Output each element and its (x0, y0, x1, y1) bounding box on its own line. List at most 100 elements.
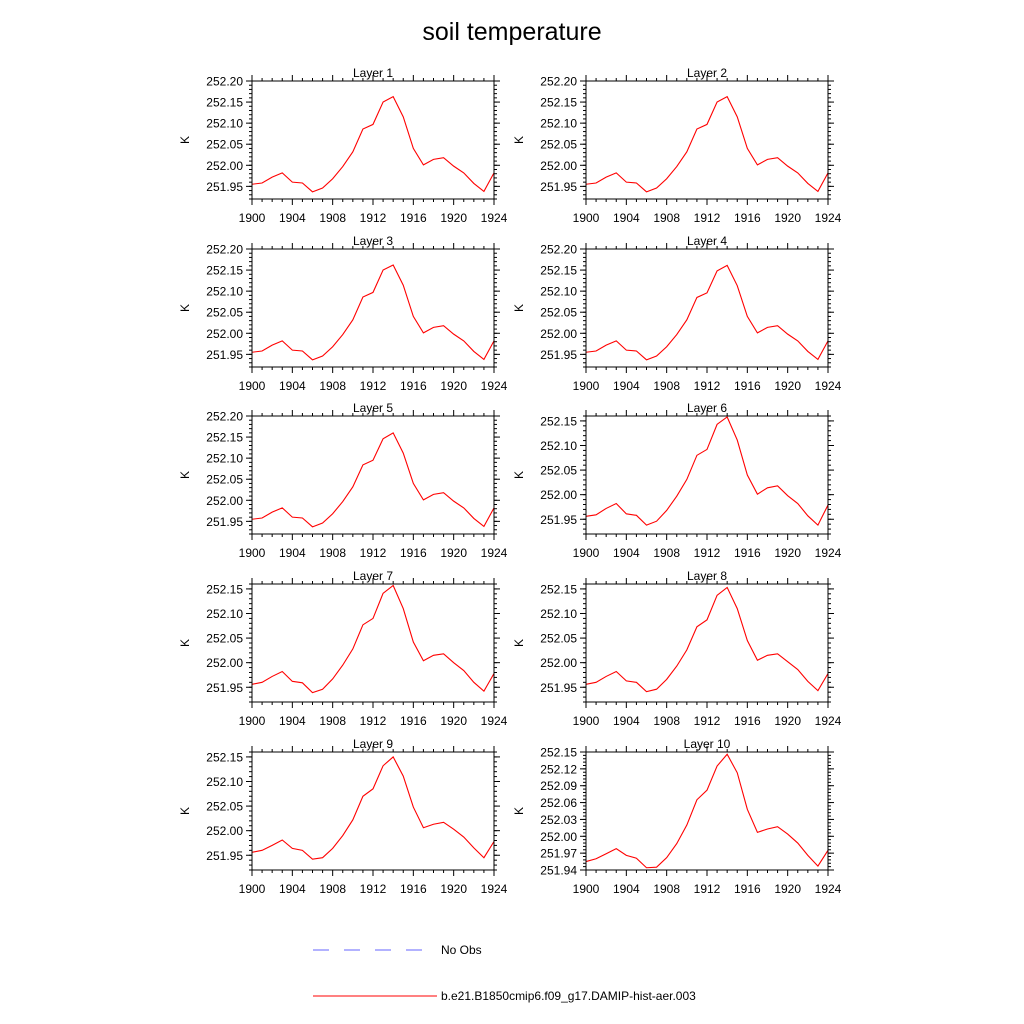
series-line (251, 264, 495, 361)
series-line (585, 95, 829, 193)
panel-title: Layer 3 (353, 234, 393, 248)
x-tick-label: 1924 (815, 211, 842, 225)
y-axis-label: K (178, 304, 192, 312)
x-tick-label: 1924 (481, 211, 508, 225)
plot-frame (585, 751, 829, 871)
x-tick-label: 1908 (319, 714, 346, 728)
x-tick-label: 1900 (239, 546, 266, 560)
y-tick-label: 252.00 (540, 830, 577, 844)
x-tick-label: 1904 (613, 211, 640, 225)
x-tick-label: 1920 (440, 882, 467, 896)
x-tick-label: 1924 (481, 546, 508, 560)
y-tick-label: 252.15 (206, 264, 243, 278)
y-tick-label: 252.09 (540, 779, 577, 793)
legend: No Obs b.e21.B1850cmip6.f09_g17.DAMIP-hi… (313, 943, 696, 1003)
panel-10: Layer 10 K 251.94 251.97 252.00 252.03 252.06 2… (512, 737, 842, 896)
y-tick-label: 252.10 (206, 117, 243, 131)
x-tick-label: 1924 (481, 882, 508, 896)
y-tick-label: 252.03 (540, 813, 577, 827)
y-tick-label: 252.10 (540, 117, 577, 131)
y-axis-label: K (512, 304, 526, 312)
y-tick-label: 251.95 (540, 681, 577, 695)
x-tick-label: 1916 (400, 714, 427, 728)
x-tick-label: 1908 (653, 714, 680, 728)
x-tick-label: 1924 (481, 379, 508, 393)
x-tick-label: 1912 (694, 882, 721, 896)
x-tick-label: 1912 (360, 882, 387, 896)
y-axis-label: K (512, 639, 526, 647)
panels: Layer 1 K 251.95 252.00 252.05 252.10 252.15 25… (178, 66, 842, 896)
x-tick-label: 1920 (440, 211, 467, 225)
y-tick-label: 252.15 (206, 431, 243, 445)
x-tick-label: 1912 (694, 546, 721, 560)
y-tick-label: 252.00 (206, 494, 243, 508)
x-tick-label: 1924 (815, 714, 842, 728)
y-axis-label: K (178, 807, 192, 815)
plot-frame (585, 248, 829, 368)
y-tick-label: 252.10 (206, 452, 243, 466)
plot-frame (251, 583, 495, 703)
y-tick-label: 252.05 (206, 800, 243, 814)
panel-7: Layer 7 K 251.95 252.00 252.05 252.10 252.15 19… (178, 569, 508, 728)
y-tick-label: 251.95 (206, 180, 243, 194)
y-tick-label: 252.05 (540, 138, 577, 152)
x-tick-label: 1916 (734, 546, 761, 560)
y-tick-label: 251.94 (540, 864, 577, 878)
x-tick-label: 1904 (279, 882, 306, 896)
plot-frame (251, 80, 495, 200)
x-tick-label: 1920 (440, 714, 467, 728)
x-tick-label: 1904 (279, 546, 306, 560)
y-tick-label: 251.97 (540, 847, 577, 861)
y-tick-label: 252.10 (540, 285, 577, 299)
y-tick-label: 252.00 (206, 656, 243, 670)
y-tick-label: 252.15 (540, 582, 577, 596)
panel-title: Layer 9 (353, 737, 393, 751)
y-tick-label: 252.10 (540, 607, 577, 621)
x-tick-label: 1900 (239, 379, 266, 393)
y-tick-label: 252.10 (206, 285, 243, 299)
panel-title: Layer 4 (687, 234, 727, 248)
x-tick-label: 1916 (400, 546, 427, 560)
y-tick-label: 252.05 (540, 306, 577, 320)
series-line (585, 586, 829, 693)
plot-frame (251, 751, 495, 871)
x-tick-label: 1916 (400, 379, 427, 393)
series-line (585, 264, 829, 361)
panel-5: Layer 5 K 251.95 252.00 252.05 252.10 252.15 25… (178, 401, 508, 560)
panel-title: Layer 10 (684, 737, 731, 751)
y-axis-label: K (178, 639, 192, 647)
x-tick-label: 1912 (694, 714, 721, 728)
x-tick-label: 1900 (573, 211, 600, 225)
x-tick-label: 1912 (360, 546, 387, 560)
series-line (251, 95, 495, 193)
plot-frame (251, 415, 495, 535)
panel-title: Layer 6 (687, 401, 727, 415)
y-axis-label: K (512, 807, 526, 815)
x-tick-label: 1920 (774, 546, 801, 560)
x-tick-label: 1920 (440, 546, 467, 560)
x-tick-label: 1900 (573, 379, 600, 393)
x-tick-label: 1900 (239, 211, 266, 225)
x-tick-label: 1916 (734, 211, 761, 225)
y-tick-label: 252.05 (206, 473, 243, 487)
panel-title: Layer 5 (353, 401, 393, 415)
y-tick-label: 252.00 (540, 159, 577, 173)
x-tick-label: 1924 (815, 882, 842, 896)
x-tick-label: 1900 (239, 714, 266, 728)
y-tick-label: 252.00 (540, 656, 577, 670)
x-tick-label: 1900 (573, 546, 600, 560)
x-tick-label: 1920 (440, 379, 467, 393)
y-tick-label: 252.00 (206, 327, 243, 341)
y-tick-label: 252.15 (206, 582, 243, 596)
x-tick-label: 1904 (613, 882, 640, 896)
y-tick-label: 252.15 (206, 750, 243, 764)
y-tick-label: 252.00 (206, 159, 243, 173)
y-tick-label: 251.95 (540, 513, 577, 527)
x-tick-label: 1908 (319, 379, 346, 393)
y-axis-label: K (512, 136, 526, 144)
x-tick-label: 1908 (653, 882, 680, 896)
y-tick-label: 252.00 (540, 488, 577, 502)
x-tick-label: 1900 (573, 714, 600, 728)
y-tick-label: 252.10 (540, 439, 577, 453)
